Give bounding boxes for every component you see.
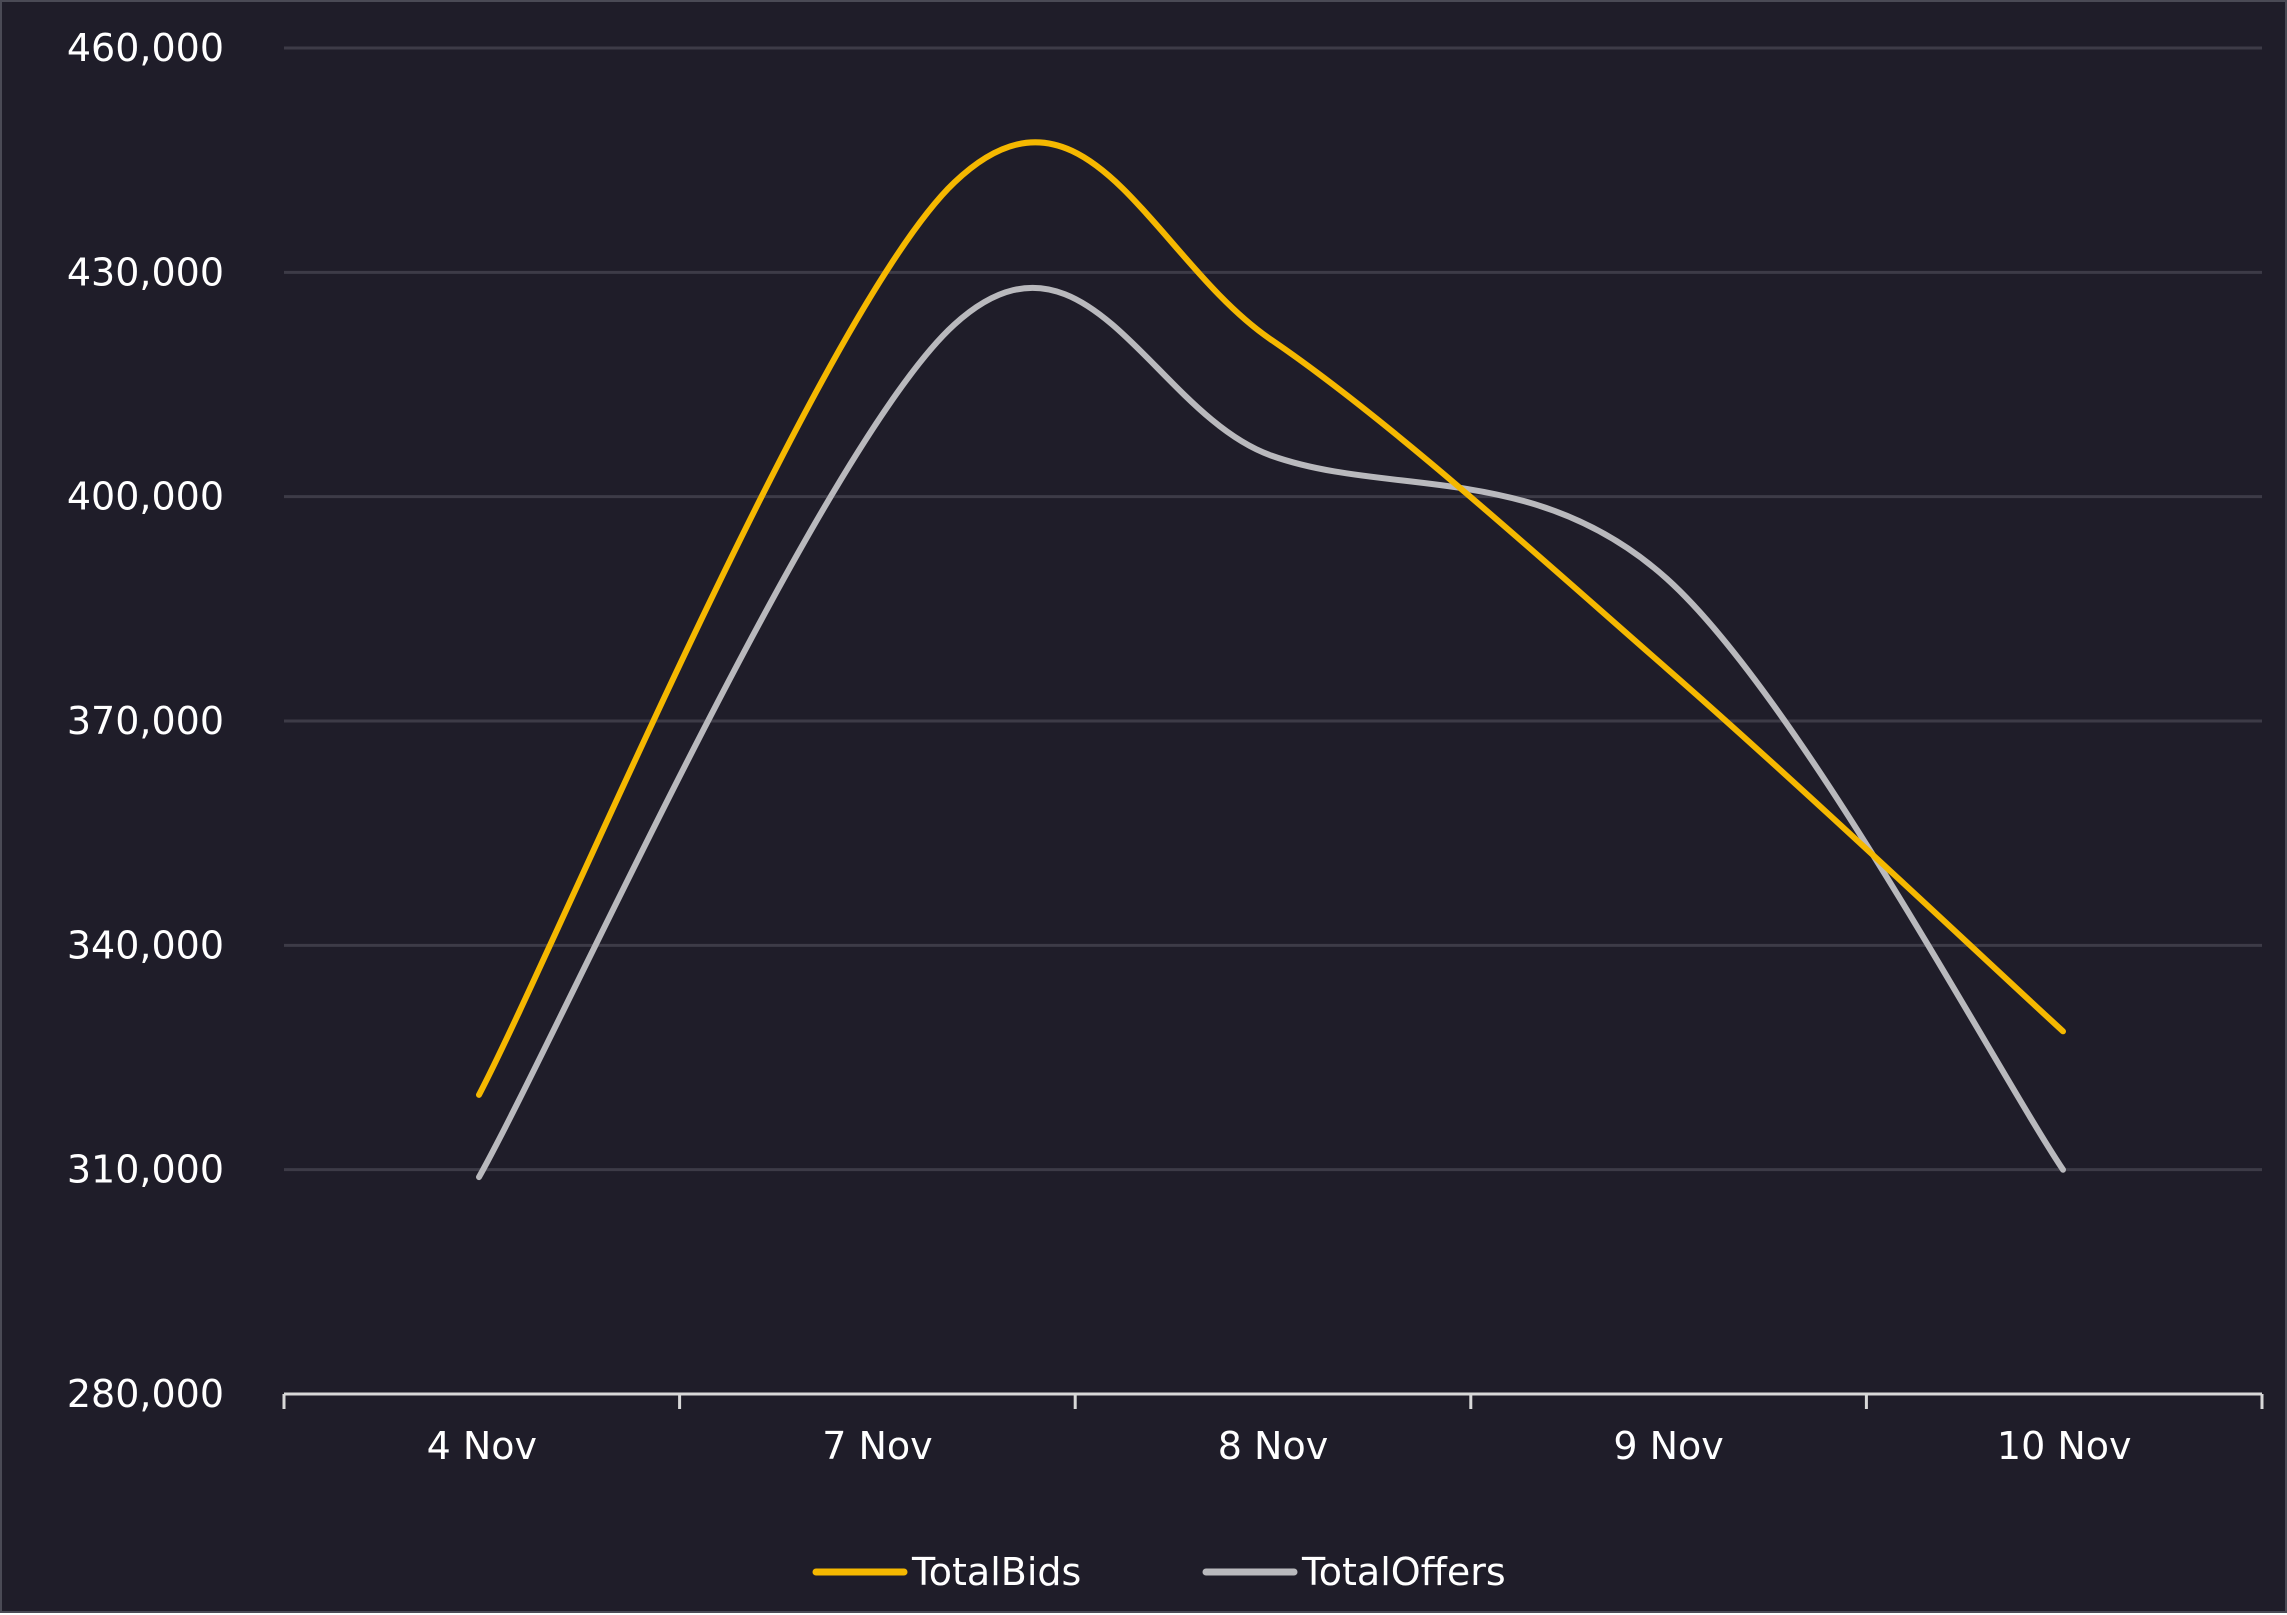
- y-tick-label: 430,000: [67, 250, 224, 294]
- legend: TotalBids TotalOffers: [812, 1550, 1506, 1594]
- legend-label: TotalOffers: [1301, 1550, 1506, 1594]
- x-tick-label: 8 Nov: [1218, 1424, 1328, 1468]
- y-tick-label: 460,000: [67, 26, 224, 70]
- x-tick-label: 9 Nov: [1613, 1424, 1723, 1468]
- y-tick-label: 340,000: [67, 923, 224, 967]
- y-tick-label: 370,000: [67, 699, 224, 743]
- y-tick-label: 400,000: [67, 475, 224, 519]
- x-tick-label: 4 Nov: [427, 1424, 537, 1468]
- axis-layer: 280,000 310,000 340,000 370,000 400,000 430,0…: [67, 26, 2264, 1468]
- series-line-totaloffers: [476, 284, 2066, 1181]
- series-line-totalbids: [476, 139, 2066, 1098]
- legend-label: TotalBids: [911, 1550, 1081, 1594]
- legend-item-totaloffers[interactable]: TotalOffers: [1202, 1550, 1506, 1594]
- y-tick-label: 280,000: [67, 1372, 224, 1416]
- grid-layer: [284, 46, 2262, 1172]
- x-tick-label: 10 Nov: [1997, 1424, 2132, 1468]
- legend-item-totalbids[interactable]: TotalBids: [812, 1550, 1081, 1594]
- x-tick-label: 7 Nov: [822, 1424, 932, 1468]
- series-layer: [476, 139, 2066, 1181]
- y-tick-label: 310,000: [67, 1148, 224, 1192]
